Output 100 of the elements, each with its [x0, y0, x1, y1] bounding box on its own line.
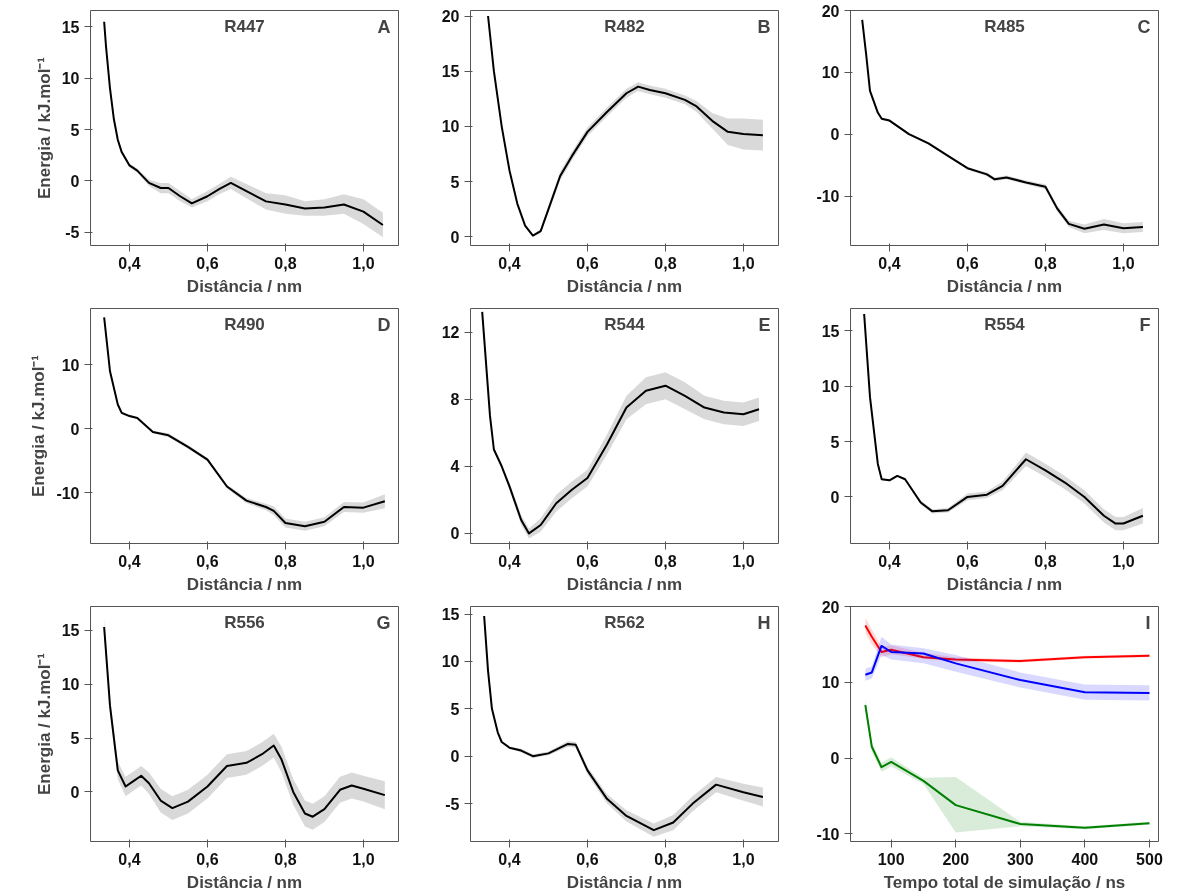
y-tick-label: 10 [441, 118, 460, 136]
y-tick-label: -10 [56, 484, 80, 502]
y-tick-label: 8 [450, 391, 460, 409]
annotation: B [757, 16, 771, 37]
x-tick-label: 0,6 [576, 254, 599, 272]
x-tick-label: 0,8 [654, 552, 677, 570]
x-tick-label: 0,4 [118, 850, 141, 868]
x-tick-label: 0,4 [878, 552, 901, 570]
annotation: C [1137, 16, 1151, 37]
y-tick-label: 0 [450, 228, 460, 246]
y-tick-label: 20 [441, 8, 460, 26]
chart-title: R544 [604, 314, 646, 334]
x-tick-label: 1,0 [732, 254, 755, 272]
annotation: I [1145, 612, 1151, 633]
annotation: G [376, 612, 391, 633]
x-tick-label: 100 [877, 850, 905, 868]
y-tick-label: 0 [450, 525, 460, 543]
x-tick-label: 0,8 [1034, 254, 1057, 272]
y-tick-label: 0 [830, 126, 840, 144]
x-tick-label: 0,8 [654, 850, 677, 868]
chart-title: R485 [984, 16, 1025, 36]
y-tick-label: 15 [61, 622, 80, 640]
annotation: D [377, 314, 391, 335]
y-tick-label: 5 [70, 121, 80, 139]
y-tick-label: 10 [821, 378, 840, 396]
y-tick-label: 0 [70, 783, 80, 801]
x-tick-label: 1,0 [352, 254, 375, 272]
y-tick-label: 5 [450, 173, 460, 191]
x-axis-title: Distância / nm [566, 872, 683, 892]
y-tick-label: 10 [61, 676, 80, 694]
x-tick-label: 0,6 [196, 552, 219, 570]
x-tick-label: 1,0 [732, 850, 755, 868]
x-tick-label: 0,8 [654, 254, 677, 272]
chart-title: R447 [224, 16, 265, 36]
x-tick-label: 0,8 [274, 254, 297, 272]
x-tick-label: 1,0 [352, 552, 375, 570]
x-tick-label: 0,6 [576, 850, 599, 868]
annotation: F [1139, 314, 1151, 335]
x-tick-label: 0,6 [956, 552, 979, 570]
y-tick-label: -10 [816, 188, 840, 206]
x-axis-title: Distância / nm [186, 574, 303, 594]
annotation: A [377, 16, 391, 37]
x-tick-label: 400 [1071, 850, 1099, 868]
y-tick-label: 20 [821, 598, 840, 616]
chart-title: R562 [604, 612, 645, 632]
y-tick-label: 10 [821, 64, 840, 82]
x-tick-label: 200 [942, 850, 970, 868]
x-tick-label: 1,0 [1112, 552, 1135, 570]
x-tick-label: 300 [1006, 850, 1034, 868]
x-tick-label: 0,4 [118, 254, 141, 272]
y-tick-label: -5 [65, 224, 80, 242]
x-tick-label: 0,6 [576, 552, 599, 570]
x-tick-label: 0,6 [196, 850, 219, 868]
x-tick-label: 1,0 [1112, 254, 1135, 272]
y-tick-label: 10 [61, 356, 80, 374]
x-tick-label: 0,8 [274, 850, 297, 868]
x-tick-label: 1,0 [732, 552, 755, 570]
annotation: H [757, 612, 771, 633]
y-tick-label: 15 [61, 18, 80, 36]
x-axis-title: Distância / nm [186, 276, 303, 296]
chart-title: R556 [224, 612, 265, 632]
y-tick-label: 0 [450, 748, 460, 766]
y-tick-label: 0 [70, 420, 80, 438]
x-tick-label: 0,8 [1034, 552, 1057, 570]
y-tick-label: 4 [450, 458, 460, 476]
y-tick-label: 5 [70, 730, 80, 748]
x-axis-title: Tempo total de simulação / ns [883, 872, 1126, 892]
y-tick-label: 0 [830, 750, 840, 768]
y-axis-title: Energia / kJ.mol⁻¹ [34, 652, 54, 796]
x-axis-title: Distância / nm [946, 574, 1063, 594]
y-tick-label: 5 [450, 700, 460, 718]
y-tick-label: -10 [816, 825, 840, 843]
y-tick-label: -5 [445, 795, 460, 813]
x-axis-title: Distância / nm [566, 574, 683, 594]
y-tick-label: 15 [441, 606, 460, 624]
y-tick-label: 12 [441, 324, 460, 341]
x-tick-label: 500 [1136, 850, 1163, 868]
chart-title: R482 [604, 16, 645, 36]
y-axis-title: Energia / kJ.mol⁻¹ [34, 56, 54, 200]
x-axis-title: Distância / nm [566, 276, 683, 296]
x-tick-label: 0,4 [498, 850, 521, 868]
y-tick-label: 0 [830, 488, 840, 506]
y-tick-label: 10 [61, 70, 80, 88]
y-tick-label: 10 [441, 653, 460, 671]
x-tick-label: 1,0 [352, 850, 375, 868]
x-tick-label: 0,4 [118, 552, 141, 570]
y-tick-label: 20 [821, 2, 840, 20]
annotation: E [758, 314, 771, 335]
x-tick-label: 0,6 [956, 254, 979, 272]
y-tick-label: 15 [821, 322, 840, 340]
y-tick-label: 0 [70, 172, 80, 190]
x-tick-label: 0,4 [878, 254, 901, 272]
x-tick-label: 0,4 [498, 254, 521, 272]
x-tick-label: 0,8 [274, 552, 297, 570]
y-axis-title: Energia / kJ.mol⁻¹ [29, 354, 49, 498]
y-tick-label: 15 [441, 63, 460, 81]
y-tick-label: 5 [830, 433, 840, 451]
chart-title: R490 [224, 314, 265, 334]
x-tick-label: 0,6 [196, 254, 219, 272]
chart-title: R554 [984, 314, 1026, 334]
